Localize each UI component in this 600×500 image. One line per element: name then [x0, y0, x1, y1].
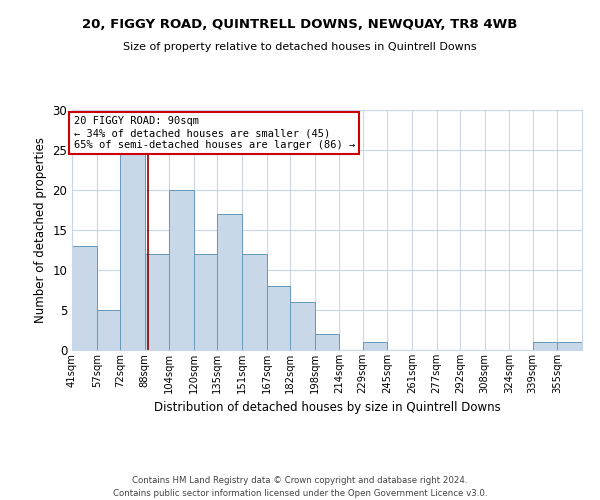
- Bar: [217, 214, 242, 350]
- Bar: [314, 334, 340, 350]
- Bar: [194, 254, 217, 350]
- Bar: [97, 310, 120, 350]
- Bar: [145, 254, 169, 350]
- Bar: [169, 190, 194, 350]
- Text: 20, FIGGY ROAD, QUINTRELL DOWNS, NEWQUAY, TR8 4WB: 20, FIGGY ROAD, QUINTRELL DOWNS, NEWQUAY…: [82, 18, 518, 30]
- Bar: [557, 342, 582, 350]
- Text: Contains public sector information licensed under the Open Government Licence v3: Contains public sector information licen…: [113, 489, 487, 498]
- Bar: [290, 302, 314, 350]
- Bar: [533, 342, 557, 350]
- Bar: [362, 342, 387, 350]
- Bar: [242, 254, 267, 350]
- Text: 20 FIGGY ROAD: 90sqm
← 34% of detached houses are smaller (45)
65% of semi-detac: 20 FIGGY ROAD: 90sqm ← 34% of detached h…: [74, 116, 355, 150]
- X-axis label: Distribution of detached houses by size in Quintrell Downs: Distribution of detached houses by size …: [154, 402, 500, 414]
- Bar: [120, 150, 145, 350]
- Bar: [267, 286, 290, 350]
- Text: Contains HM Land Registry data © Crown copyright and database right 2024.: Contains HM Land Registry data © Crown c…: [132, 476, 468, 485]
- Bar: [72, 246, 97, 350]
- Text: Size of property relative to detached houses in Quintrell Downs: Size of property relative to detached ho…: [123, 42, 477, 52]
- Y-axis label: Number of detached properties: Number of detached properties: [34, 137, 47, 323]
